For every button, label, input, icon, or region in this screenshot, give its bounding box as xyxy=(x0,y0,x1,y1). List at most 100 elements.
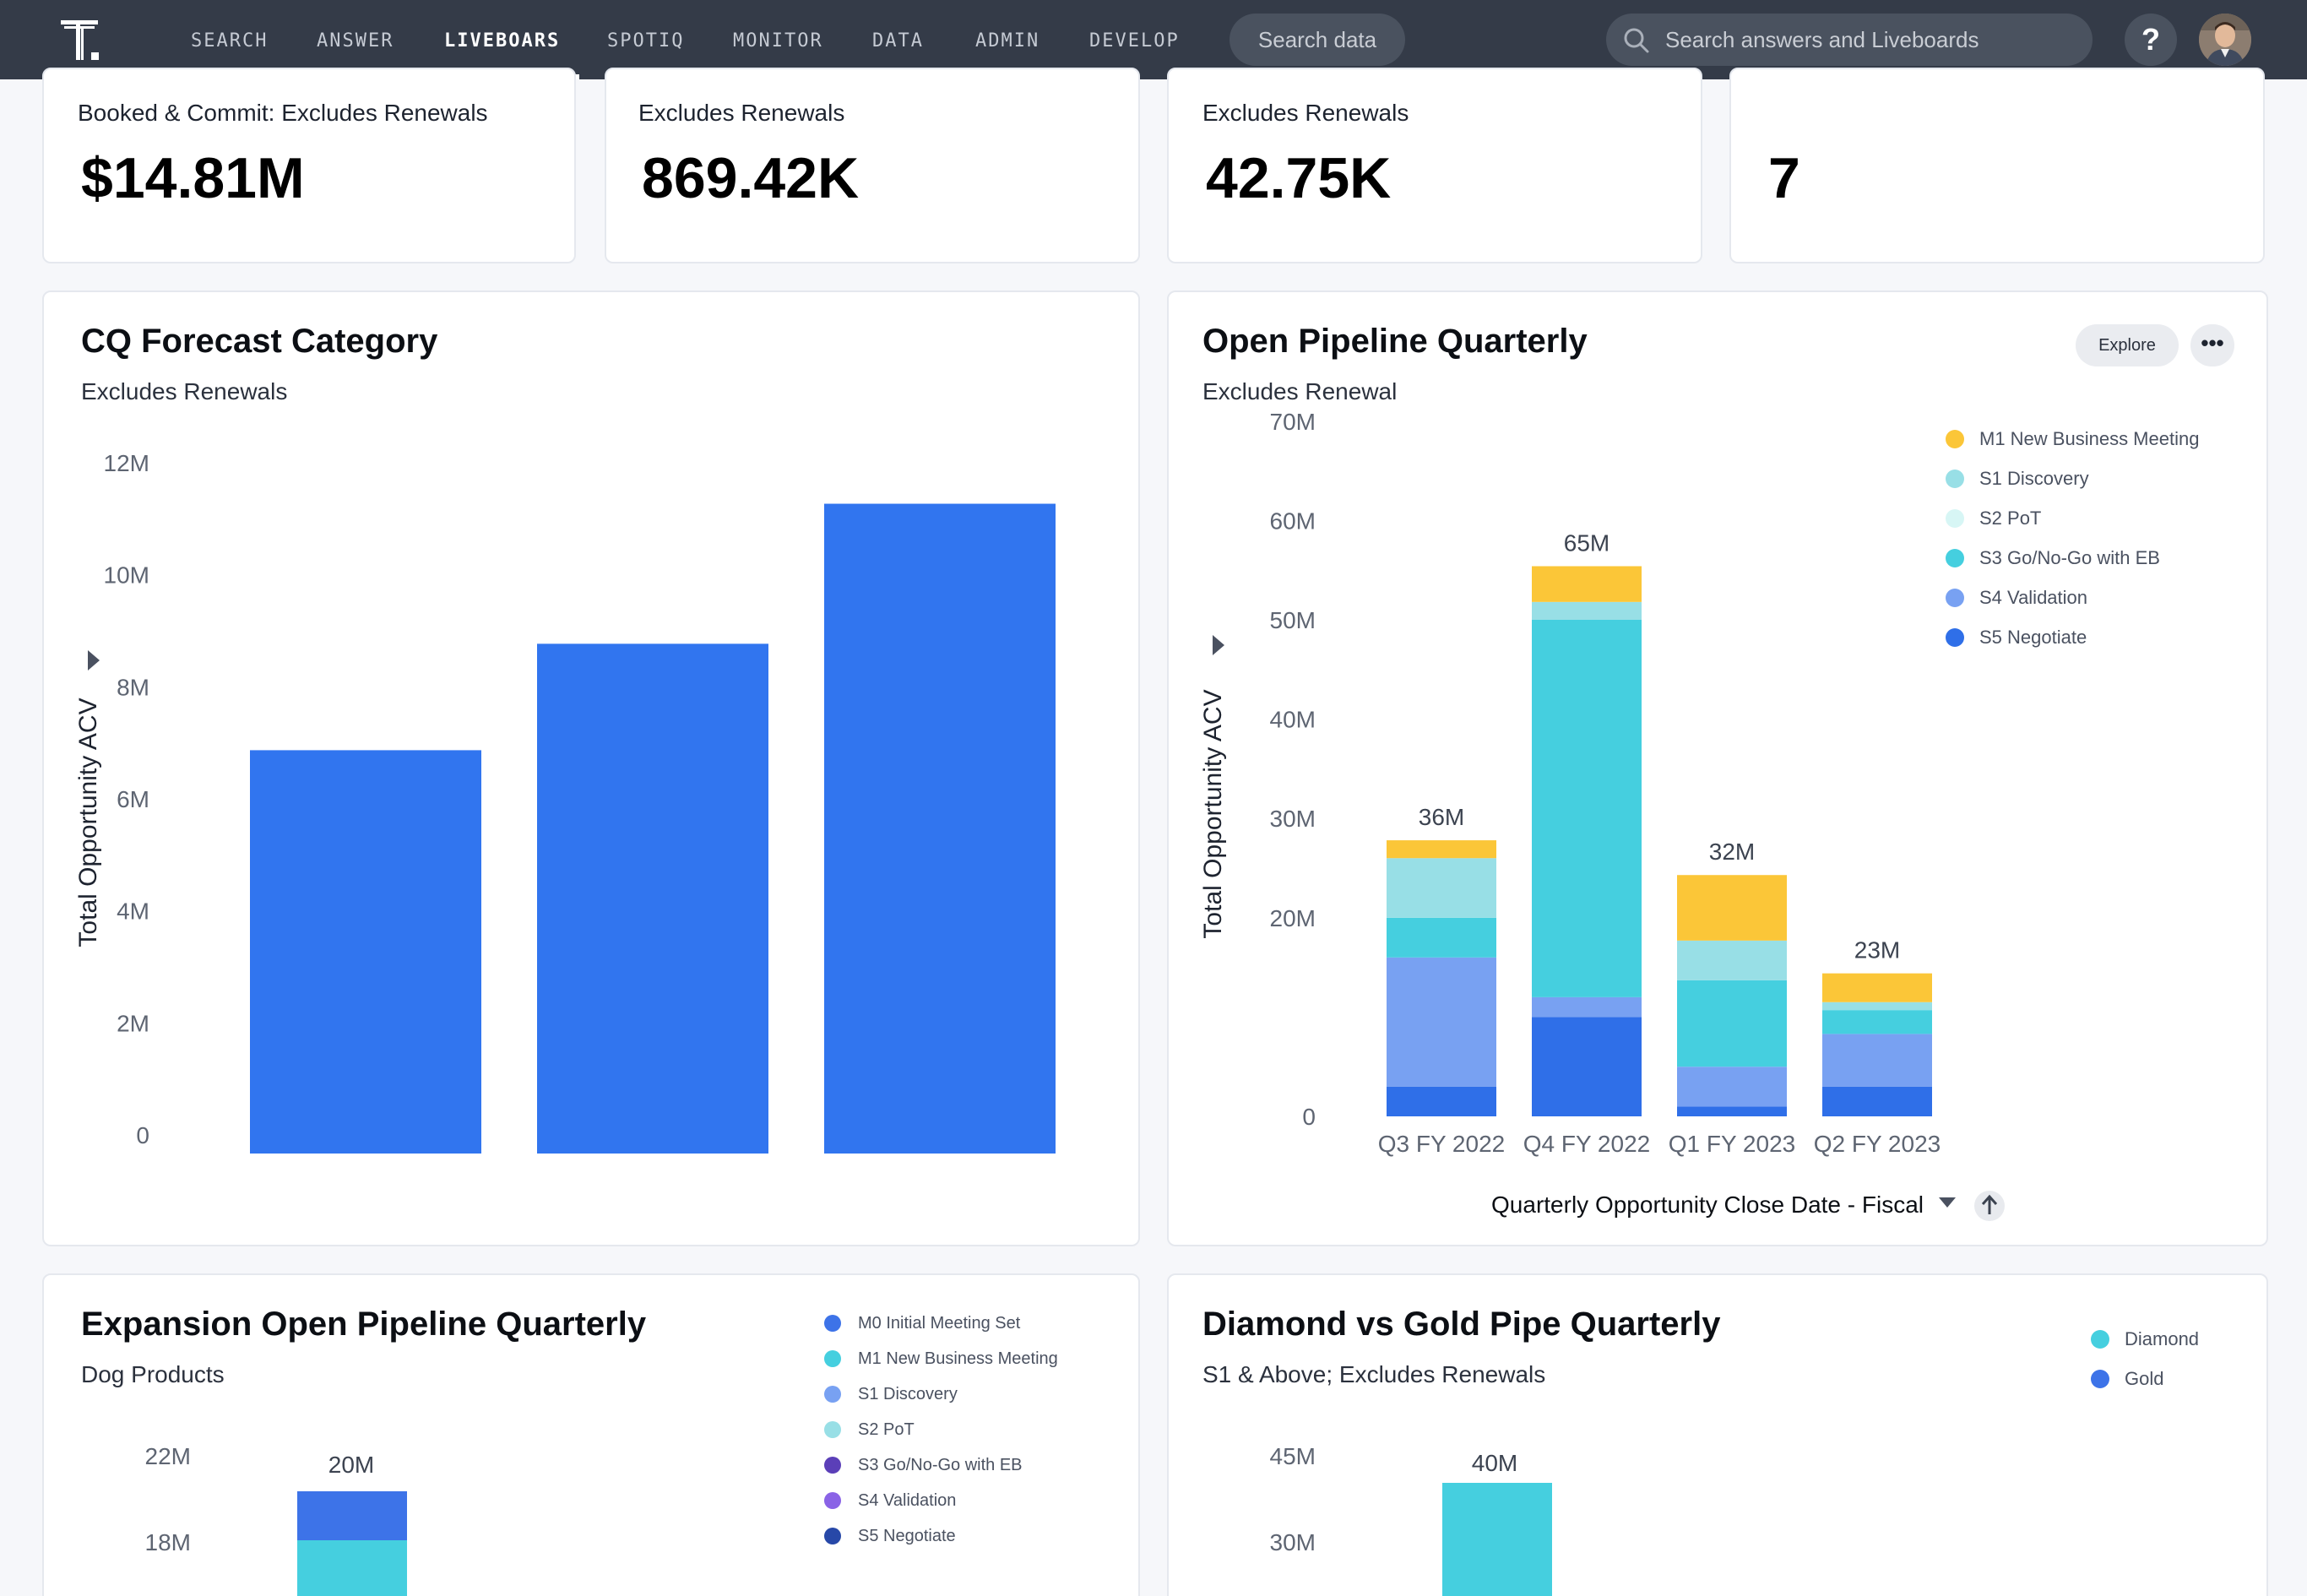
y-tick-label: 12M xyxy=(104,450,149,476)
nav-data[interactable]: DATA xyxy=(872,30,924,52)
bar-total-label: 20M xyxy=(328,1452,374,1478)
bar[interactable] xyxy=(1442,1483,1552,1596)
legend-item[interactable]: S1 Discovery xyxy=(1946,459,2199,498)
stacked-bar-segment[interactable] xyxy=(1532,601,1642,620)
stacked-bar-segment[interactable] xyxy=(1822,1002,1932,1011)
expansion-pipeline-card[interactable]: Expansion Open Pipeline Quarterly Dog Pr… xyxy=(42,1273,1140,1596)
stacked-bar-segment[interactable] xyxy=(1822,1010,1932,1034)
legend-label: S2 PoT xyxy=(1979,508,2042,529)
y-tick-label: 40M xyxy=(1270,707,1316,733)
legend-item[interactable]: M1 New Business Meeting xyxy=(824,1341,1058,1376)
user-photo-icon xyxy=(2199,14,2251,66)
legend-item[interactable]: S5 Negotiate xyxy=(1946,617,2199,657)
stacked-bar-segment[interactable] xyxy=(1387,1086,1496,1116)
chart-legend: M1 New Business Meeting S1 Discovery S2 Po… xyxy=(1946,419,2199,657)
legend-item[interactable]: Diamond xyxy=(2091,1319,2199,1359)
y-tick-label: 2M xyxy=(117,1010,149,1036)
legend-item[interactable]: S4 Validation xyxy=(824,1483,1058,1518)
y-tick-label: 4M xyxy=(117,898,149,925)
nav-monitor[interactable]: MONITOR xyxy=(733,30,823,52)
bar-total-label: 65M xyxy=(1564,529,1609,556)
stacked-bar-segment[interactable] xyxy=(297,1540,407,1596)
stacked-bar-segment[interactable] xyxy=(1677,1067,1787,1107)
bar[interactable] xyxy=(537,643,768,1154)
stacked-bar-segment[interactable] xyxy=(1677,1106,1787,1116)
thoughtspot-logo-icon[interactable] xyxy=(59,19,103,62)
search-answers-placeholder: Search answers and Liveboards xyxy=(1665,27,1979,52)
legend-item[interactable]: S4 Validation xyxy=(1946,578,2199,617)
stacked-bar-segment[interactable] xyxy=(1532,566,1642,602)
stacked-bar-segment[interactable] xyxy=(1387,858,1496,918)
open-pipeline-card[interactable]: Open Pipeline Quarterly Excludes Renewal… xyxy=(1167,290,2268,1246)
y-tick-label: 45M xyxy=(1270,1443,1316,1469)
y-tick-label: 20M xyxy=(1270,905,1316,931)
search-icon xyxy=(1624,28,1649,53)
legend-item[interactable]: S2 PoT xyxy=(824,1412,1058,1447)
y-tick-label: 22M xyxy=(145,1443,191,1469)
bar-total-label: 32M xyxy=(1709,839,1755,865)
chevron-down-icon[interactable] xyxy=(1939,1197,1956,1208)
legend-dot xyxy=(824,1350,841,1367)
legend-label: S4 Validation xyxy=(1979,587,2088,608)
search-answers-input[interactable]: Search answers and Liveboards xyxy=(1606,14,2093,66)
kpi-card-renewals-1[interactable]: Excludes Renewals 869.42K xyxy=(605,68,1140,263)
axis-expand-caret-icon[interactable] xyxy=(88,650,100,670)
y-tick-label: 18M xyxy=(145,1529,191,1555)
diamond-gold-card[interactable]: Diamond vs Gold Pipe Quarterly S1 & Abov… xyxy=(1167,1273,2268,1596)
legend-item[interactable]: S3 Go/No-Go with EB xyxy=(1946,538,2199,578)
kpi-card-count[interactable]: 7 xyxy=(1729,68,2265,263)
nav-admin[interactable]: ADMIN xyxy=(975,30,1040,52)
legend-item[interactable]: M0 Initial Meeting Set xyxy=(824,1306,1058,1341)
search-data-button[interactable]: Search data xyxy=(1229,14,1405,66)
stacked-bar-segment[interactable] xyxy=(1822,1086,1932,1116)
stacked-bar-segment[interactable] xyxy=(1387,917,1496,958)
legend-label: M1 New Business Meeting xyxy=(858,1349,1058,1368)
stacked-bar-segment[interactable] xyxy=(1677,940,1787,980)
stacked-bar-segment[interactable] xyxy=(297,1491,407,1540)
chart-legend: M0 Initial Meeting Set M1 New Business Me… xyxy=(824,1306,1058,1554)
kpi-card-booked-commit[interactable]: Booked & Commit: Excludes Renewals $14.8… xyxy=(42,68,576,263)
y-axis-title: Total Opportunity ACV xyxy=(74,698,102,947)
y-tick-label: 0 xyxy=(1302,1104,1316,1130)
stacked-bar-segment[interactable] xyxy=(1532,996,1642,1018)
nav-answer[interactable]: ANSWER xyxy=(317,30,394,52)
bar-total-label: 40M xyxy=(1472,1450,1517,1476)
more-options-button[interactable]: ••• xyxy=(2190,324,2234,366)
card-title: Open Pipeline Quarterly xyxy=(1202,323,1588,360)
y-tick-label: 10M xyxy=(104,562,149,589)
avatar[interactable] xyxy=(2199,14,2251,66)
stacked-bar-segment[interactable] xyxy=(1822,973,1932,1002)
help-button[interactable]: ? xyxy=(2125,14,2177,66)
legend-label: M0 Initial Meeting Set xyxy=(858,1314,1021,1333)
explore-button[interactable]: Explore xyxy=(2076,324,2179,366)
kpi-card-renewals-2[interactable]: Excludes Renewals 42.75K xyxy=(1167,68,1702,263)
y-tick-label: 6M xyxy=(117,786,149,812)
nav-develop[interactable]: DEVELOP xyxy=(1089,30,1180,52)
axis-expand-caret-icon[interactable] xyxy=(1213,635,1224,655)
stacked-bar-segment[interactable] xyxy=(1387,957,1496,1087)
bar[interactable] xyxy=(824,503,1056,1154)
legend-item[interactable]: M1 New Business Meeting xyxy=(1946,419,2199,459)
stacked-bar-segment[interactable] xyxy=(1532,1017,1642,1116)
nav-spotiq[interactable]: SPOTIQ xyxy=(607,30,685,52)
bar[interactable] xyxy=(250,750,481,1154)
nav-liveboards[interactable]: LIVEBOARS xyxy=(444,30,561,52)
legend-item[interactable]: S2 PoT xyxy=(1946,498,2199,538)
legend-item[interactable]: S1 Discovery xyxy=(824,1376,1058,1412)
stacked-bar-segment[interactable] xyxy=(1677,875,1787,941)
cq-forecast-card[interactable]: CQ Forecast Category Excludes Renewals 0… xyxy=(42,290,1140,1246)
expansion-pipeline-chart: 22M 18M 20M xyxy=(145,1443,407,1596)
stacked-bar-segment[interactable] xyxy=(1677,980,1787,1067)
stacked-bar-segment[interactable] xyxy=(1822,1034,1932,1087)
nav-search[interactable]: SEARCH xyxy=(191,30,269,52)
stacked-bar-segment[interactable] xyxy=(1532,620,1642,997)
legend-item[interactable]: S3 Go/No-Go with EB xyxy=(824,1447,1058,1483)
y-tick-label: 8M xyxy=(117,674,149,700)
legend-dot xyxy=(1946,470,1964,488)
stacked-bar-segment[interactable] xyxy=(1387,840,1496,859)
legend-item[interactable]: S5 Negotiate xyxy=(824,1518,1058,1554)
card-title: CQ Forecast Category xyxy=(81,323,438,360)
legend-item[interactable]: Gold xyxy=(2091,1359,2199,1398)
legend-label: S1 Discovery xyxy=(858,1385,958,1403)
kpi-value: 7 xyxy=(1768,146,1800,210)
